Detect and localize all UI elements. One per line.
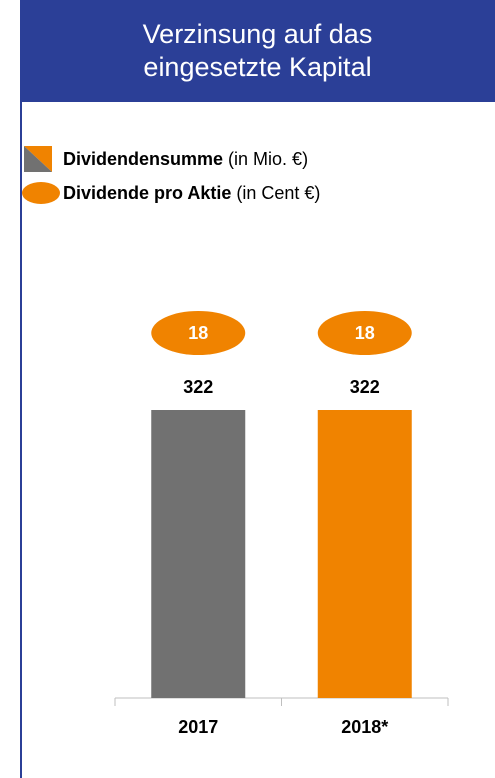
legend-name: Dividende pro Aktie (63, 183, 231, 203)
frame-line (20, 0, 22, 778)
chart-title: Verzinsung auf das eingesetzte Kapital (142, 19, 373, 82)
legend-label: Dividendensumme (in Mio. €) (63, 149, 308, 169)
value-label: 322 (350, 377, 380, 397)
legend-icon (22, 182, 60, 204)
legend-unit: (in Cent €) (236, 183, 320, 203)
dividend-bubble (317, 311, 412, 355)
value-label: 322 (183, 377, 213, 397)
header: Verzinsung auf das eingesetzte Kapital (20, 0, 495, 102)
legend-label: Dividende pro Aktie (in Cent €) (63, 183, 320, 203)
x-tick-label: 2018* (341, 717, 388, 737)
legend-icon (24, 146, 52, 172)
dividend-bubble (151, 311, 246, 355)
bubble-label: 18 (188, 323, 208, 343)
bar (317, 410, 412, 698)
legend-unit: (in Mio. €) (228, 149, 308, 169)
x-tick-label: 2017 (178, 717, 218, 737)
bubble-label: 18 (355, 323, 375, 343)
legend-name: Dividendensumme (63, 149, 223, 169)
bar (151, 410, 246, 698)
